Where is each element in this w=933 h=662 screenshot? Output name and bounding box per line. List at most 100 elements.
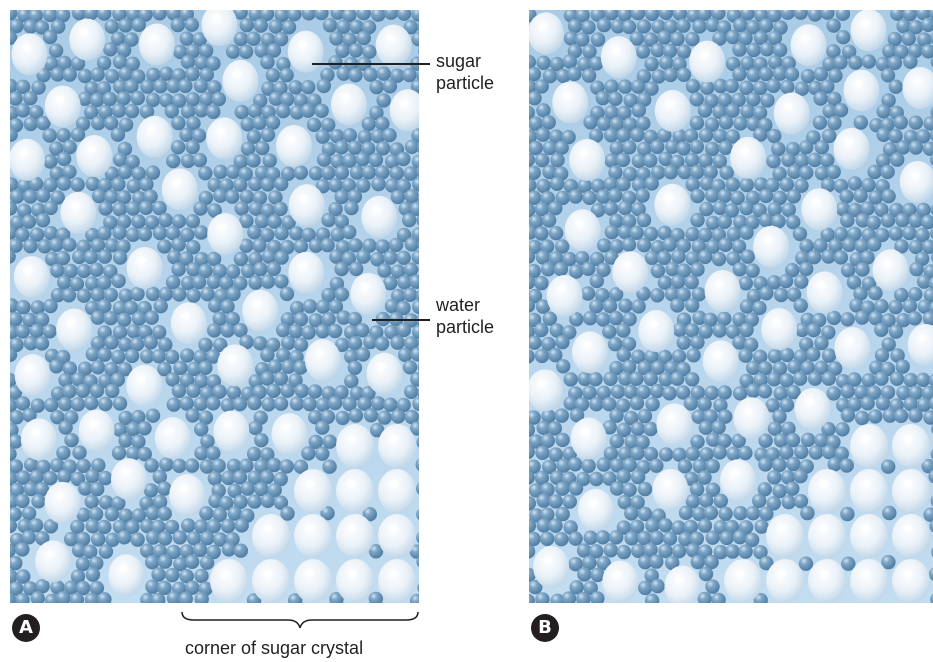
sugar-particle xyxy=(570,417,607,460)
sugar-particle xyxy=(571,331,608,374)
water-particle xyxy=(529,496,536,511)
water-particle xyxy=(609,481,625,496)
water-particle xyxy=(658,518,673,533)
water-particle xyxy=(321,117,336,133)
water-particle xyxy=(547,421,562,436)
water-particle xyxy=(631,299,646,314)
water-particle xyxy=(288,593,303,603)
water-particle xyxy=(882,142,898,157)
sugar-particle xyxy=(753,225,790,268)
water-particle xyxy=(371,176,386,192)
water-particle xyxy=(316,152,332,167)
water-particle xyxy=(10,459,23,474)
sugar-particle-highlight xyxy=(819,480,829,487)
water-particle xyxy=(922,311,933,326)
water-particle xyxy=(265,68,281,83)
sugar-particle-highlight xyxy=(845,337,854,344)
water-particle xyxy=(315,178,331,194)
water-particle xyxy=(717,214,732,229)
water-particle xyxy=(50,580,65,595)
water-particle xyxy=(536,493,551,508)
water-particle xyxy=(529,203,536,218)
water-particle xyxy=(43,298,58,314)
water-particle xyxy=(198,410,214,425)
water-particle xyxy=(71,543,87,558)
water-particle xyxy=(17,203,32,218)
water-particle xyxy=(923,116,933,131)
water-particle xyxy=(273,201,288,217)
water-particle xyxy=(342,396,357,412)
water-particle xyxy=(779,347,795,363)
water-particle xyxy=(670,154,685,170)
sugar-particle-highlight xyxy=(253,300,262,307)
water-particle xyxy=(739,225,754,240)
water-particle xyxy=(861,177,876,193)
water-particle xyxy=(908,239,924,255)
water-particle xyxy=(125,201,141,216)
water-particle xyxy=(23,91,38,106)
sugar-particle-highlight xyxy=(539,22,548,30)
water-particle xyxy=(10,189,25,204)
water-particle xyxy=(616,469,631,484)
water-particle xyxy=(143,335,158,350)
water-particle xyxy=(725,103,740,118)
sugar-particle xyxy=(138,23,175,66)
water-particle xyxy=(206,251,222,267)
water-particle xyxy=(529,152,535,167)
water-particle xyxy=(348,68,363,83)
water-particle xyxy=(246,31,261,46)
water-particle xyxy=(759,506,774,521)
water-particle xyxy=(658,543,673,559)
water-particle xyxy=(293,459,309,474)
sugar-particle xyxy=(336,424,374,468)
sugar-particle xyxy=(724,559,762,603)
water-particle xyxy=(636,166,651,182)
water-particle xyxy=(301,10,317,21)
water-particle xyxy=(118,410,133,426)
water-particle xyxy=(915,372,931,387)
water-particle xyxy=(301,80,316,95)
water-particle xyxy=(596,189,611,204)
water-particle xyxy=(753,372,768,388)
water-particle xyxy=(836,30,851,45)
water-particle xyxy=(644,81,659,96)
water-particle xyxy=(880,164,895,180)
water-particle xyxy=(719,530,734,546)
water-particle xyxy=(98,396,113,412)
water-particle xyxy=(369,79,384,95)
water-particle xyxy=(232,396,248,412)
water-particle xyxy=(44,397,59,413)
water-particle xyxy=(650,139,665,155)
water-particle xyxy=(226,385,241,400)
water-particle xyxy=(10,410,24,425)
water-particle xyxy=(582,190,597,205)
water-particle xyxy=(930,448,933,460)
water-particle xyxy=(658,447,674,462)
water-particle xyxy=(650,263,666,279)
water-particle xyxy=(111,177,126,192)
water-particle xyxy=(239,458,254,473)
water-particle xyxy=(361,165,377,180)
water-particle xyxy=(799,238,814,254)
water-particle xyxy=(293,360,308,375)
water-particle xyxy=(90,67,105,82)
water-particle xyxy=(10,249,16,264)
water-particle xyxy=(609,360,624,376)
water-particle xyxy=(754,519,769,534)
water-particle xyxy=(657,275,673,290)
water-particle xyxy=(274,250,289,265)
water-particle xyxy=(629,396,645,411)
water-particle xyxy=(206,274,222,289)
water-particle xyxy=(56,151,72,167)
water-particle xyxy=(43,470,58,486)
water-particle xyxy=(731,239,747,254)
water-particle xyxy=(70,56,86,71)
water-particle xyxy=(268,91,284,106)
water-particle xyxy=(44,593,60,603)
water-particle xyxy=(293,93,308,108)
sugar-particle xyxy=(612,251,649,294)
water-particle xyxy=(540,433,555,448)
water-particle xyxy=(651,69,666,84)
water-particle xyxy=(643,446,659,462)
water-particle xyxy=(534,470,550,486)
